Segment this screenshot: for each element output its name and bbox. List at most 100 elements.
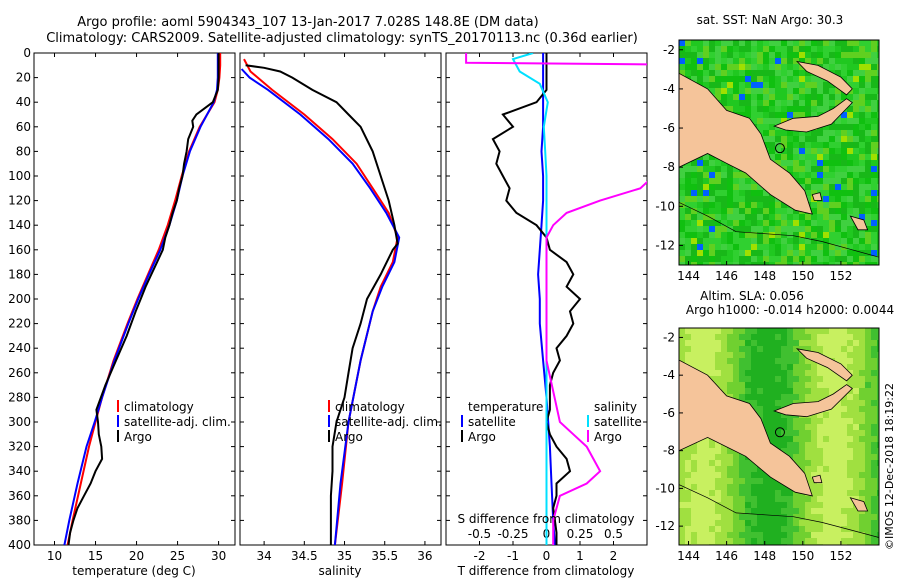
map-cell bbox=[865, 202, 871, 208]
map-cell bbox=[715, 256, 721, 262]
map-cell bbox=[793, 388, 799, 394]
map-cell bbox=[847, 496, 853, 502]
map-cell bbox=[871, 142, 877, 148]
x-tick-label: 25 bbox=[170, 549, 185, 563]
land-polygon bbox=[773, 98, 853, 133]
map-cell bbox=[841, 496, 847, 502]
map-cell bbox=[859, 160, 865, 166]
map-cell bbox=[853, 94, 859, 100]
map-cell bbox=[847, 82, 853, 88]
map-cell bbox=[679, 328, 685, 334]
map-cell bbox=[841, 346, 847, 352]
map-cell bbox=[703, 526, 709, 532]
map-cell bbox=[679, 496, 685, 502]
map-cell bbox=[751, 262, 757, 265]
map-cell bbox=[817, 382, 823, 388]
map-cell bbox=[865, 436, 871, 442]
map-cell bbox=[877, 94, 879, 100]
legend-s-satellite: satellite bbox=[594, 415, 642, 429]
map-cell bbox=[817, 418, 823, 424]
depth-contour bbox=[679, 202, 879, 258]
map-cell bbox=[835, 508, 841, 514]
map-cell bbox=[679, 520, 685, 526]
map-cell bbox=[733, 64, 739, 70]
map-cell bbox=[721, 40, 727, 46]
y-tick-label: 380 bbox=[8, 513, 31, 527]
map-cell bbox=[745, 64, 751, 70]
map-cell bbox=[709, 358, 715, 364]
map-cell bbox=[787, 142, 793, 148]
map-cell bbox=[709, 496, 715, 502]
map-cell bbox=[715, 352, 721, 358]
map-cell bbox=[871, 82, 877, 88]
map-cell bbox=[745, 112, 751, 118]
map-cell bbox=[685, 496, 691, 502]
map-cell bbox=[751, 178, 757, 184]
map-cell bbox=[877, 58, 879, 64]
map-cell bbox=[871, 502, 877, 508]
map-cell bbox=[727, 190, 733, 196]
map-cell bbox=[763, 388, 769, 394]
map-cell bbox=[859, 232, 865, 238]
map-cell bbox=[823, 412, 829, 418]
map-cell bbox=[751, 532, 757, 538]
map-cell bbox=[865, 484, 871, 490]
map-cell bbox=[829, 58, 835, 64]
map-cell bbox=[847, 238, 853, 244]
map-cell bbox=[835, 328, 841, 334]
map-cell bbox=[709, 76, 715, 82]
map-cell bbox=[823, 514, 829, 520]
map-cell bbox=[739, 112, 745, 118]
map-cell bbox=[709, 40, 715, 46]
map-cell bbox=[805, 190, 811, 196]
map-cell bbox=[823, 490, 829, 496]
map-cell bbox=[697, 352, 703, 358]
map-cell bbox=[691, 532, 697, 538]
map-cell bbox=[769, 238, 775, 244]
map-cell bbox=[769, 424, 775, 430]
map-cell bbox=[745, 106, 751, 112]
map-cell bbox=[871, 154, 877, 160]
map-cell bbox=[757, 226, 763, 232]
series-line-argo bbox=[67, 53, 220, 545]
map-cell bbox=[691, 250, 697, 256]
map-cell bbox=[697, 58, 703, 64]
map-cell bbox=[871, 382, 877, 388]
map-cell bbox=[853, 436, 859, 442]
map-cell bbox=[871, 190, 877, 196]
map-cell bbox=[781, 52, 787, 58]
argo-position-marker bbox=[774, 143, 785, 154]
map-cell bbox=[727, 508, 733, 514]
map-cell bbox=[685, 340, 691, 346]
x-tick-label: 35 bbox=[337, 549, 352, 563]
map-cell bbox=[733, 340, 739, 346]
map-cell bbox=[739, 382, 745, 388]
map-cell bbox=[733, 484, 739, 490]
map-cell bbox=[853, 190, 859, 196]
map-cell bbox=[835, 334, 841, 340]
map-cell bbox=[745, 202, 751, 208]
map-cell bbox=[733, 508, 739, 514]
map-cell bbox=[763, 526, 769, 532]
map-cell bbox=[841, 226, 847, 232]
map-cell bbox=[811, 178, 817, 184]
map-cell bbox=[865, 130, 871, 136]
map-cell bbox=[799, 352, 805, 358]
map-cell bbox=[823, 82, 829, 88]
map-cell bbox=[697, 64, 703, 70]
map-cell bbox=[697, 70, 703, 76]
map-cell bbox=[865, 100, 871, 106]
map-cell bbox=[715, 70, 721, 76]
map-cell bbox=[781, 382, 787, 388]
map-cell bbox=[697, 208, 703, 214]
map-cell bbox=[697, 478, 703, 484]
map-cell bbox=[679, 52, 685, 58]
map-cell bbox=[745, 58, 751, 64]
map-cell bbox=[865, 496, 871, 502]
map-cell bbox=[775, 418, 781, 424]
map-cell bbox=[715, 496, 721, 502]
map-cell bbox=[751, 82, 757, 88]
land-polygon bbox=[773, 384, 853, 418]
map-cell bbox=[853, 178, 859, 184]
map-cell bbox=[811, 328, 817, 334]
